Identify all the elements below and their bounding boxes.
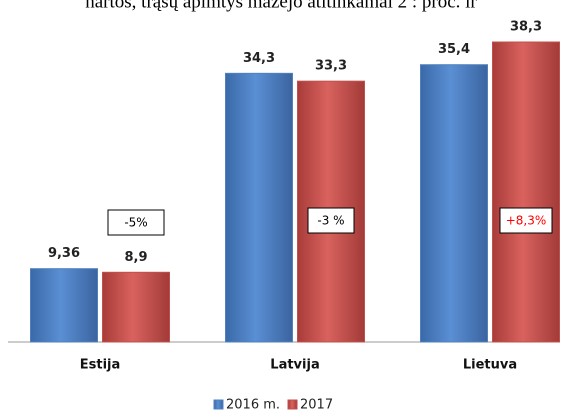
annotation-box (499, 207, 553, 234)
x-tick-label: Estija (80, 358, 121, 373)
annotation: -3 % (317, 214, 344, 228)
bar (225, 72, 293, 343)
x-tick-label: Latvija (270, 358, 319, 373)
bar (102, 271, 170, 343)
bar (420, 64, 488, 343)
x-tick-label: Lietuva (463, 358, 517, 373)
data-label: 33,3 (315, 59, 347, 74)
legend-swatch (287, 399, 298, 410)
bar (30, 268, 98, 343)
bar (492, 41, 560, 343)
annotation-box (107, 209, 165, 236)
legend-label: 2016 m. (226, 398, 280, 411)
data-label: 9,36 (48, 246, 80, 261)
legend-swatch (213, 399, 224, 410)
data-label: 38,3 (510, 20, 542, 35)
data-label: 8,9 (124, 250, 147, 265)
annotation-box (307, 207, 355, 234)
data-label: 35,4 (438, 42, 470, 57)
caption: nartos, trąšų apimtys mažėjo atitinkamai… (85, 0, 477, 12)
legend-label: 2017 (300, 398, 333, 411)
data-label: 34,3 (243, 51, 275, 66)
annotation: -5% (124, 216, 147, 230)
annotation: +8,3% (506, 214, 547, 228)
